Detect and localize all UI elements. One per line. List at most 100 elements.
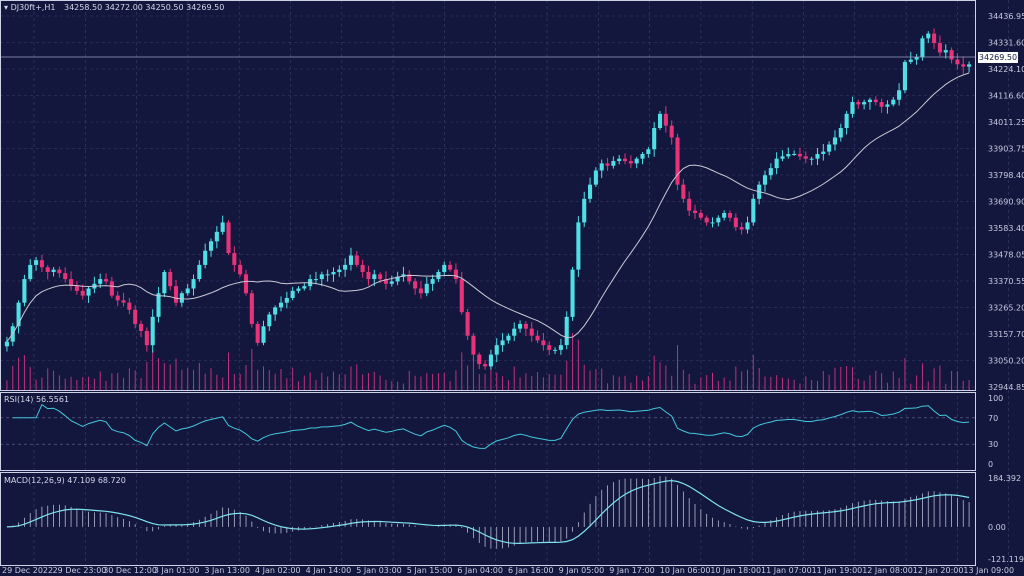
candle[interactable] — [786, 153, 791, 157]
candle[interactable] — [488, 354, 493, 367]
candle[interactable] — [850, 102, 855, 114]
candle[interactable] — [80, 290, 85, 296]
candle[interactable] — [267, 314, 272, 327]
candle[interactable] — [430, 279, 435, 284]
candle[interactable] — [424, 283, 429, 294]
candle[interactable] — [780, 156, 785, 159]
candle[interactable] — [133, 309, 138, 324]
candle[interactable] — [115, 295, 120, 301]
candle[interactable] — [879, 102, 884, 107]
candle[interactable] — [512, 328, 517, 336]
candle[interactable] — [797, 153, 803, 157]
candle[interactable] — [867, 99, 872, 103]
candle[interactable] — [943, 50, 948, 53]
candle[interactable] — [733, 217, 738, 228]
candle[interactable] — [803, 156, 808, 159]
candle[interactable] — [249, 293, 254, 324]
candle[interactable] — [657, 113, 663, 129]
candle[interactable] — [949, 50, 954, 60]
candle[interactable] — [792, 153, 797, 155]
candle[interactable] — [622, 158, 628, 162]
candle[interactable] — [34, 260, 39, 265]
candle[interactable] — [372, 274, 377, 280]
candle[interactable] — [955, 59, 960, 65]
candle[interactable] — [967, 64, 972, 67]
candle[interactable] — [156, 293, 161, 317]
candle[interactable] — [150, 316, 155, 346]
candle[interactable] — [844, 113, 849, 129]
candle[interactable] — [547, 345, 552, 350]
candle[interactable] — [395, 276, 400, 282]
candle[interactable] — [232, 253, 237, 265]
candle[interactable] — [873, 99, 878, 103]
candle[interactable] — [897, 90, 902, 100]
candle[interactable] — [453, 269, 458, 280]
candle[interactable] — [389, 281, 394, 284]
candle[interactable] — [104, 279, 109, 282]
candle[interactable] — [558, 345, 563, 350]
candle[interactable] — [238, 264, 243, 275]
candle[interactable] — [378, 274, 383, 280]
candle[interactable] — [273, 307, 278, 315]
candle[interactable] — [45, 267, 50, 272]
candle[interactable] — [366, 271, 371, 280]
candle[interactable] — [413, 281, 418, 289]
candle[interactable] — [605, 163, 610, 166]
symbol-header[interactable]: ▾ DJ30ft+,H1 34258.50 34272.00 34250.50 … — [4, 3, 224, 12]
candle[interactable] — [185, 288, 190, 294]
candle[interactable] — [914, 57, 919, 60]
candle[interactable] — [278, 302, 284, 308]
candle[interactable] — [687, 198, 692, 211]
candle[interactable] — [51, 269, 56, 272]
macd-pane[interactable] — [6, 476, 970, 549]
candle[interactable] — [827, 144, 832, 152]
candle[interactable] — [762, 175, 768, 185]
candle[interactable] — [348, 255, 354, 265]
candle[interactable] — [564, 316, 569, 346]
candle[interactable] — [815, 153, 820, 159]
candle[interactable] — [862, 102, 867, 105]
candle[interactable] — [576, 222, 581, 270]
candle[interactable] — [220, 222, 225, 232]
candle[interactable] — [284, 297, 289, 303]
candle[interactable] — [360, 264, 365, 272]
candle[interactable] — [191, 279, 196, 289]
candle[interactable] — [768, 168, 773, 176]
candle[interactable] — [144, 330, 149, 346]
candle[interactable] — [698, 212, 703, 218]
candle[interactable] — [197, 264, 202, 280]
candle[interactable] — [337, 269, 342, 272]
candle[interactable] — [407, 274, 412, 282]
dropdown-triangle-icon[interactable]: ▾ — [4, 3, 9, 12]
candle[interactable] — [442, 264, 447, 272]
candle[interactable] — [611, 161, 616, 166]
rsi-pane[interactable] — [0, 403, 976, 449]
candle[interactable] — [593, 170, 598, 185]
candle[interactable] — [588, 184, 593, 199]
candle[interactable] — [465, 312, 470, 336]
candle[interactable] — [448, 264, 453, 270]
candle[interactable] — [716, 217, 721, 223]
candle[interactable] — [751, 198, 756, 223]
candle[interactable] — [809, 158, 814, 160]
candle[interactable] — [774, 158, 779, 169]
candle[interactable] — [832, 137, 838, 145]
candle[interactable] — [459, 279, 464, 313]
candle[interactable] — [646, 149, 651, 154]
candle[interactable] — [529, 328, 534, 336]
candle[interactable] — [28, 264, 33, 280]
candle[interactable] — [214, 231, 219, 242]
candle[interactable] — [541, 340, 546, 346]
candle[interactable] — [821, 151, 826, 154]
candle[interactable] — [961, 64, 966, 67]
candle[interactable] — [477, 354, 482, 365]
candle[interactable] — [331, 271, 336, 275]
candle[interactable] — [926, 33, 931, 39]
candle[interactable] — [582, 198, 587, 223]
candle[interactable] — [553, 349, 558, 351]
candle[interactable] — [535, 335, 540, 341]
candle[interactable] — [937, 43, 942, 53]
candle[interactable] — [226, 222, 231, 254]
candle[interactable] — [343, 264, 348, 270]
candle[interactable] — [63, 273, 68, 280]
